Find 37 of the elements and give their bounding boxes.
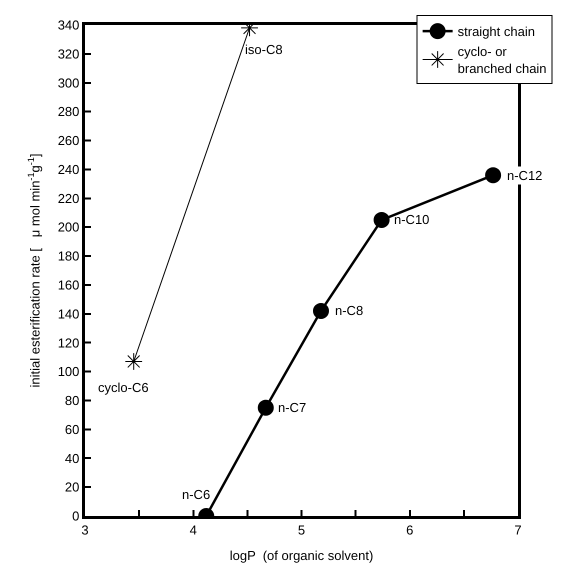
y-tick-label: 200 <box>58 220 80 235</box>
y-tick-label: 160 <box>58 277 80 292</box>
y-tick-label: 20 <box>64 480 80 495</box>
x-tick-label: 5 <box>298 522 306 538</box>
y-tick-label: 300 <box>58 75 80 90</box>
point <box>374 212 390 228</box>
x-tick-label: 6 <box>406 522 414 538</box>
y-tick-label: 60 <box>64 422 80 437</box>
legend-label: cyclo- or branched chain <box>458 44 547 76</box>
annotation: n-C7 <box>278 400 306 415</box>
y-tick-label: 260 <box>58 133 80 148</box>
legend-label: straight chain <box>458 24 535 40</box>
x-axis-title: logP (of organic solvent) <box>230 548 374 564</box>
point <box>312 302 329 319</box>
y-tick-label: 340 <box>58 18 80 33</box>
y-tick-label: 320 <box>58 46 80 62</box>
x-tick-label: 4 <box>190 522 197 538</box>
y-tick-label: 180 <box>58 248 80 264</box>
annotation: n-C10 <box>394 212 430 227</box>
x-tick-label: 7 <box>514 522 522 538</box>
annotation: n-C6 <box>182 487 210 502</box>
y-tick-label: 80 <box>64 393 80 408</box>
point <box>124 352 143 370</box>
y-tick-label: 120 <box>58 335 80 350</box>
point <box>485 167 502 184</box>
y-tick-label: 140 <box>58 306 80 322</box>
y-tick-label: 40 <box>64 450 80 466</box>
y-tick-label: 240 <box>58 162 80 177</box>
y-tick-label: 100 <box>58 364 80 380</box>
annotation: n-C8 <box>335 303 364 318</box>
y-tick-label: 220 <box>58 190 80 206</box>
x-tick-label: 3 <box>81 522 89 538</box>
annotation: cyclo-C6 <box>98 380 149 395</box>
annotation: n-C12 <box>507 168 542 183</box>
y-tick-label: 0 <box>72 508 80 524</box>
y-tick-label: 280 <box>58 104 80 120</box>
annotation: iso-C8 <box>245 42 283 57</box>
